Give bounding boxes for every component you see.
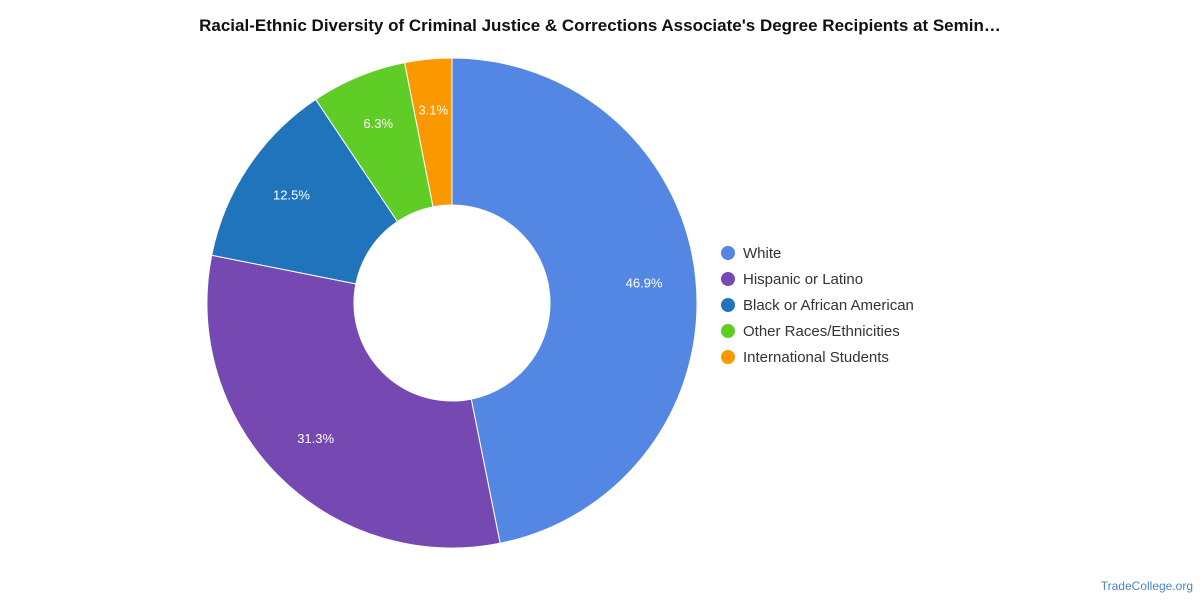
legend-label: International Students xyxy=(743,348,889,366)
legend-swatch xyxy=(721,324,735,338)
source-link[interactable]: TradeCollege.org xyxy=(1100,579,1193,593)
slice-label: 6.3% xyxy=(363,116,393,131)
legend-swatch xyxy=(721,246,735,260)
legend-label: Hispanic or Latino xyxy=(743,270,864,288)
slice-label: 31.3% xyxy=(297,431,334,446)
legend-item-international-students[interactable]: International Students xyxy=(721,344,914,370)
pie-slice-international-students[interactable] xyxy=(404,57,453,208)
pie-slice-hispanic-or-latino[interactable] xyxy=(206,254,501,549)
slice-label: 3.1% xyxy=(418,102,448,117)
chart-title: Racial-Ethnic Diversity of Criminal Just… xyxy=(199,16,1001,35)
pie-slice-black-or-african-american[interactable] xyxy=(211,98,399,285)
legend-label: Other Races/Ethnicities xyxy=(743,322,900,340)
legend-item-other-races-ethnicities[interactable]: Other Races/Ethnicities xyxy=(721,318,914,344)
slice-label: 46.9% xyxy=(626,275,663,290)
legend-swatch xyxy=(721,298,735,312)
legend-item-black-or-african-american[interactable]: Black or African American xyxy=(721,292,914,318)
legend-swatch xyxy=(721,272,735,286)
legend-label: White xyxy=(743,244,782,262)
slice-label: 12.5% xyxy=(273,187,310,202)
pie-slice-white[interactable] xyxy=(451,57,698,544)
legend-label: Black or African American xyxy=(743,296,914,314)
legend: White Hispanic or Latino Black or African … xyxy=(721,240,914,370)
legend-item-white[interactable]: White xyxy=(721,240,914,266)
legend-swatch xyxy=(721,350,735,364)
legend-item-hispanic-or-latino[interactable]: Hispanic or Latino xyxy=(721,266,914,292)
